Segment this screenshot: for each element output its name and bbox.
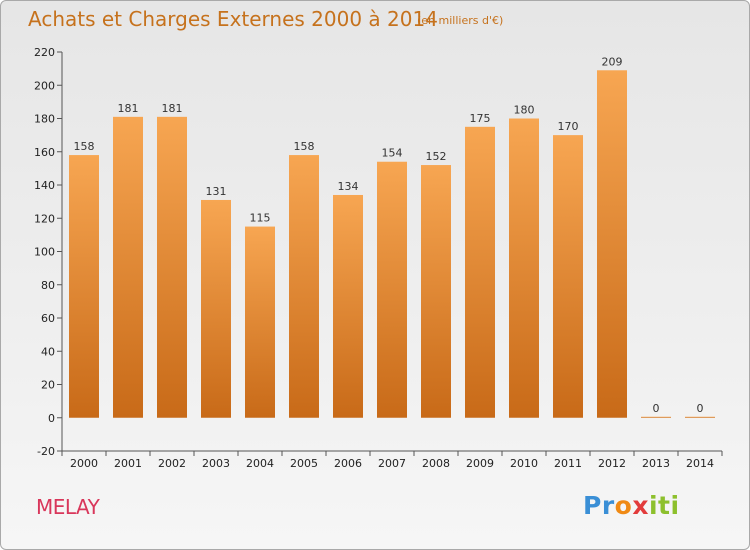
bar-2008 — [421, 165, 451, 418]
value-label-2012: 209 — [602, 55, 623, 68]
y-tick-label: 40 — [41, 345, 55, 358]
value-label-2011: 170 — [558, 120, 579, 133]
y-tick-label: 60 — [41, 312, 55, 325]
y-tick-label: 0 — [48, 412, 55, 425]
x-tick-label-2002: 2002 — [158, 457, 186, 470]
chart-axes: -20 0 20 40 60 80 100 120 140 160 180 200 220 — [34, 46, 723, 458]
bar-2000 — [69, 155, 99, 418]
x-tick-label-2004: 2004 — [246, 457, 274, 470]
bar-2002 — [157, 116, 187, 418]
x-tick-label-2003: 2003 — [202, 457, 230, 470]
bar-2009 — [465, 126, 495, 418]
logo-part: o — [614, 491, 633, 520]
value-label-2008: 152 — [426, 150, 447, 163]
x-tick-label-2008: 2008 — [422, 457, 450, 470]
value-label-2007: 154 — [382, 147, 403, 160]
logo-part: Pr — [583, 491, 615, 520]
value-label-2005: 158 — [294, 140, 315, 153]
value-label-2000: 158 — [74, 140, 95, 153]
value-label-2004: 115 — [250, 212, 271, 225]
x-tick-label-2005: 2005 — [290, 457, 318, 470]
x-tick-label-2006: 2006 — [334, 457, 362, 470]
value-label-2002: 181 — [162, 102, 183, 115]
value-label-2014: 0 — [697, 402, 704, 415]
bar-2011 — [553, 135, 583, 418]
x-tick-label-2010: 2010 — [510, 457, 538, 470]
chart-labels: 158 2000 181 2001 181 2002 131 2003 115 2004 158 20… — [70, 55, 714, 470]
y-tick-label: 80 — [41, 279, 55, 292]
bar-2013 — [641, 416, 671, 418]
y-tick-label: 160 — [34, 146, 55, 159]
y-tick-label: 100 — [34, 246, 55, 259]
x-tick-label-2013: 2013 — [642, 457, 670, 470]
bar-2006 — [333, 194, 363, 418]
value-label-2009: 175 — [470, 112, 491, 125]
x-tick-label-2011: 2011 — [554, 457, 582, 470]
bar-2003 — [201, 199, 231, 418]
y-tick-label: 120 — [34, 212, 55, 225]
proxiti-logo: Proxiti — [583, 491, 680, 520]
x-tick-label-2007: 2007 — [378, 457, 406, 470]
chart-subtitle: (en milliers d'€) — [417, 14, 504, 27]
y-tick-label: 180 — [34, 113, 55, 126]
x-tick-label-2001: 2001 — [114, 457, 142, 470]
chart-bars — [69, 70, 715, 418]
commune-name: MELAY — [36, 495, 100, 519]
x-tick-label-2009: 2009 — [466, 457, 494, 470]
logo-part: x — [632, 491, 649, 520]
chart-title: Achats et Charges Externes 2000 à 2014 — [28, 7, 438, 31]
x-tick-label-2014: 2014 — [686, 457, 714, 470]
value-label-2001: 181 — [118, 102, 139, 115]
value-label-2003: 131 — [206, 185, 227, 198]
y-tick-label: 20 — [41, 379, 55, 392]
bar-2007 — [377, 161, 407, 418]
bar-2001 — [113, 116, 143, 418]
bar-2005 — [289, 155, 319, 418]
bar-2010 — [509, 118, 539, 418]
logo-part: iti — [648, 491, 680, 520]
x-tick-label-2012: 2012 — [598, 457, 626, 470]
bar-2004 — [245, 226, 275, 418]
y-tick-label: -20 — [37, 445, 55, 458]
bar-2012 — [597, 70, 627, 418]
y-tick-label: 200 — [34, 79, 55, 92]
value-label-2006: 134 — [338, 180, 359, 193]
value-label-2010: 180 — [514, 104, 535, 117]
x-tick-label-2000: 2000 — [70, 457, 98, 470]
value-label-2013: 0 — [653, 402, 660, 415]
y-tick-label: 220 — [34, 46, 55, 59]
y-tick-label: 140 — [34, 179, 55, 192]
bar-2014 — [685, 416, 715, 418]
